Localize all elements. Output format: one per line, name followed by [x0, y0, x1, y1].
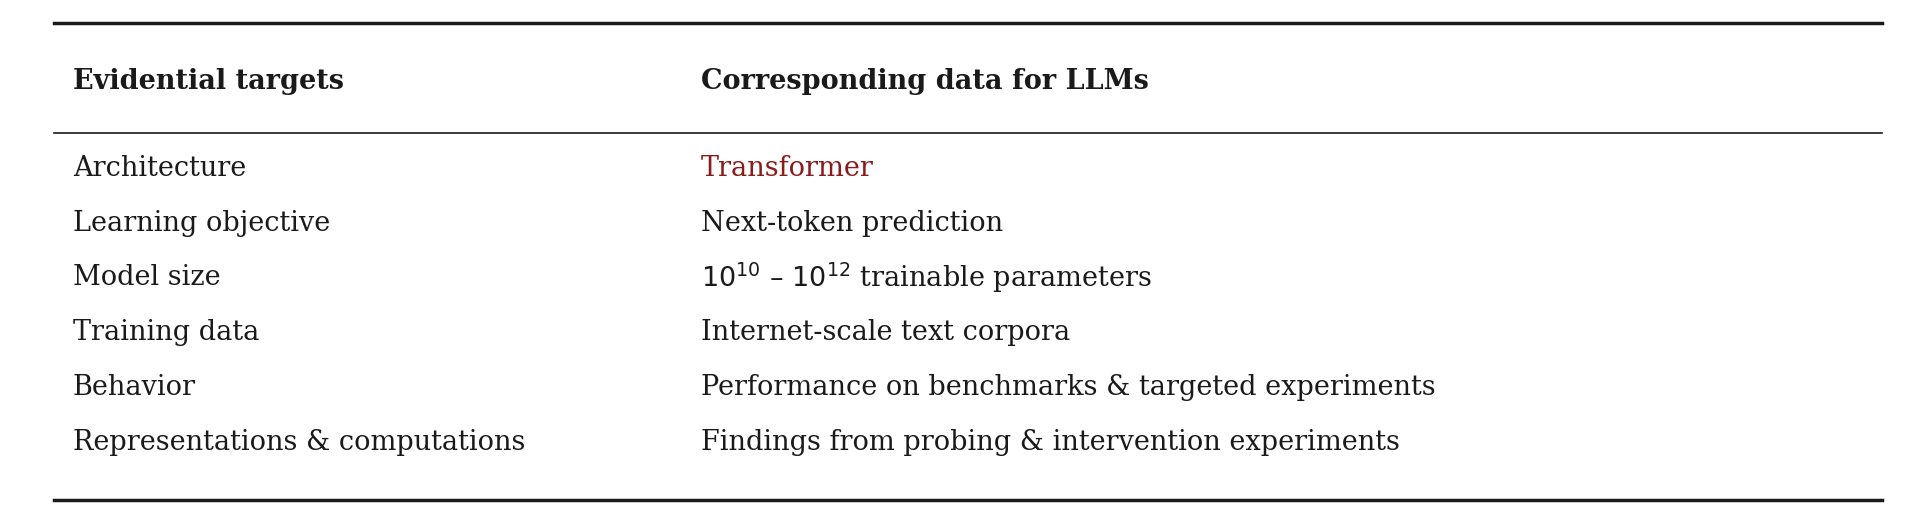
- Text: Architecture: Architecture: [73, 155, 246, 182]
- Text: Performance on benchmarks & targeted experiments: Performance on benchmarks & targeted exp…: [701, 374, 1436, 401]
- Text: Next-token prediction: Next-token prediction: [701, 210, 1002, 237]
- Text: Transformer: Transformer: [701, 155, 874, 182]
- Text: Internet-scale text corpora: Internet-scale text corpora: [701, 319, 1069, 346]
- Text: Model size: Model size: [73, 265, 221, 291]
- Text: Training data: Training data: [73, 319, 259, 346]
- Text: $10^{10}$ – $10^{12}$ trainable parameters: $10^{10}$ – $10^{12}$ trainable paramete…: [701, 261, 1152, 295]
- Text: Findings from probing & intervention experiments: Findings from probing & intervention exp…: [701, 429, 1400, 455]
- Text: Learning objective: Learning objective: [73, 210, 330, 237]
- Text: Representations & computations: Representations & computations: [73, 429, 526, 455]
- Text: Evidential targets: Evidential targets: [73, 68, 344, 95]
- Text: Behavior: Behavior: [73, 374, 196, 401]
- Text: Corresponding data for LLMs: Corresponding data for LLMs: [701, 68, 1148, 95]
